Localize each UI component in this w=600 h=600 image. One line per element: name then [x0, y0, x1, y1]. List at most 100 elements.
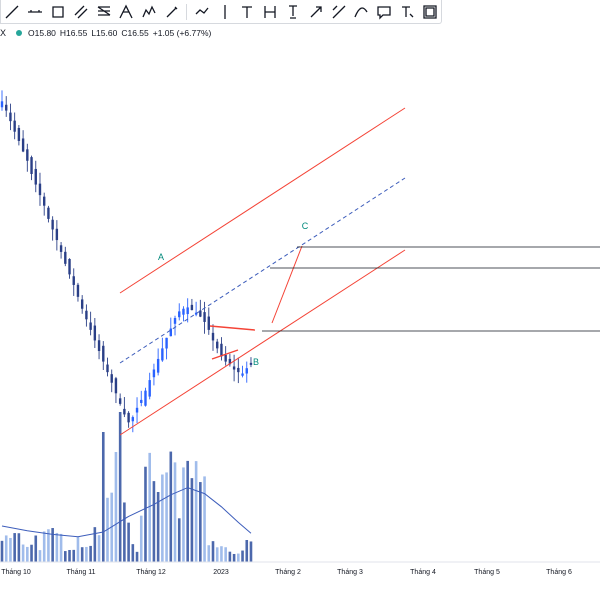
candle-body [55, 228, 59, 241]
volume-bar [228, 551, 232, 562]
ohlc-legend: X O15.80 H16.55 L15.60 C16.55 +1.05 (+6.… [0, 26, 211, 40]
parallel-channel-tool-button[interactable] [69, 1, 92, 23]
volume-bar [148, 452, 151, 562]
candle-body [220, 343, 223, 357]
volume-bar [59, 533, 63, 562]
symbol-mark[interactable]: X [0, 28, 7, 38]
parallel-channel-icon [74, 5, 88, 18]
brush-tool-button[interactable] [161, 1, 184, 23]
wedge-lower-line [211, 349, 239, 360]
channel-lower-line [119, 249, 406, 436]
candle-body [64, 251, 67, 264]
candle-body [123, 408, 126, 415]
horizontal-line-tool-button[interactable] [24, 1, 47, 23]
candle-body [30, 157, 33, 174]
text-note-icon [401, 5, 414, 17]
status-dot-icon [16, 30, 23, 36]
curve-tool-button[interactable] [350, 1, 373, 23]
candle-body [9, 112, 12, 122]
volume-bar [169, 451, 173, 562]
measure-icon [264, 5, 276, 18]
vertical-line-tool-button[interactable] [213, 1, 236, 23]
volume-bar [211, 541, 215, 562]
arrow-tool-button[interactable] [304, 1, 327, 23]
candle-body [34, 168, 37, 185]
candle-body [47, 207, 50, 219]
candle-body [97, 340, 101, 352]
volume-bar [220, 546, 223, 562]
candle-body [203, 312, 206, 322]
candle-body [13, 120, 16, 132]
arrow-icon [310, 5, 322, 17]
path-tool-button[interactable] [190, 1, 213, 23]
volume-bar [177, 518, 181, 562]
volume-bar [186, 460, 189, 562]
volume-bar [93, 527, 97, 562]
volume-bar [144, 466, 147, 562]
volume-bar [135, 551, 139, 562]
candle-body [59, 245, 63, 252]
candle-body [68, 258, 71, 275]
fib-retracement-tool-button[interactable] [92, 1, 115, 23]
volume-bar [13, 533, 16, 562]
fib-retracement-icon [97, 5, 110, 16]
candle-body [80, 299, 84, 309]
candle-body [186, 307, 189, 315]
volume-bar [190, 478, 194, 562]
candle-body [156, 358, 160, 373]
frame-tool-button[interactable] [418, 1, 441, 23]
projection-line [271, 245, 303, 324]
trend-line-tool-button[interactable] [1, 1, 24, 23]
candle-body [85, 310, 88, 320]
x-tick-label: Tháng 3 [337, 569, 363, 576]
text-icon [242, 5, 253, 18]
rectangle-tool-button[interactable] [47, 1, 70, 23]
volume-ma-line [1, 487, 252, 538]
path-icon [195, 7, 209, 14]
candle-body [118, 398, 122, 404]
candle-body [249, 362, 253, 365]
volume-bar [47, 529, 50, 562]
volume-bar [123, 502, 126, 562]
drawing-toolbar [0, 0, 442, 24]
measure-tool-button[interactable] [259, 1, 282, 23]
volume-bar [26, 546, 29, 562]
pattern-tool-button[interactable] [138, 1, 161, 23]
candle-body [224, 354, 227, 362]
candle-body [211, 332, 215, 341]
volume-bar [237, 553, 240, 562]
volume-bar [4, 535, 8, 562]
volume-bar [89, 545, 92, 562]
candle-body [76, 284, 80, 297]
pitchfork-tool-button[interactable] [115, 1, 138, 23]
candle-body [216, 341, 219, 349]
wedge-upper-line [209, 325, 256, 331]
x-tick-label: Tháng 12 [136, 569, 166, 576]
long-position-tool-button[interactable] [327, 1, 350, 23]
low-value: L15.60 [91, 28, 118, 38]
text-note-tool-button[interactable] [396, 1, 419, 23]
text-tool-button[interactable] [236, 1, 259, 23]
volume-bar [101, 432, 105, 562]
candle-body [245, 368, 248, 374]
x-tick-label: Tháng 6 [546, 569, 572, 576]
candle-body [0, 101, 4, 108]
channel-midline [119, 177, 406, 364]
toolbar-separator [186, 3, 188, 20]
candle-body [165, 337, 168, 349]
volume-bar [215, 547, 219, 562]
volume-bar [165, 472, 168, 562]
callout-tool-button[interactable] [373, 1, 396, 23]
trend-line-icon [5, 5, 19, 18]
volume-bar [161, 474, 164, 562]
note-icon [288, 4, 297, 19]
close-value: C16.55 [121, 28, 149, 38]
volume-bar [21, 544, 25, 562]
note-tool-button[interactable] [282, 1, 305, 23]
candle-body [182, 308, 185, 315]
long-position-icon [332, 5, 345, 18]
pattern-icon [142, 4, 156, 17]
volume-bar [203, 476, 206, 562]
candle-body [190, 304, 194, 311]
